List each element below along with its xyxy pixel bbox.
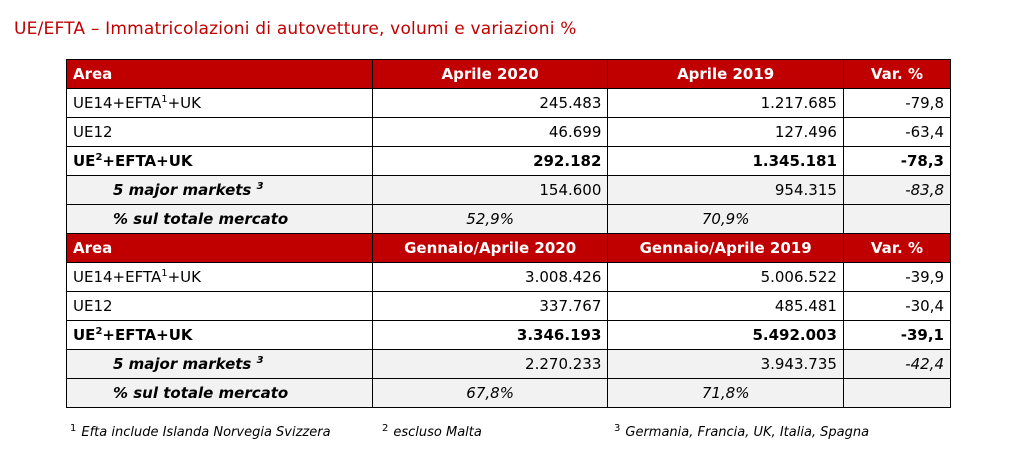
value-b: 1.345.181 (607, 146, 844, 176)
value-b: 5.006.522 (607, 262, 844, 292)
value-a: 67,8% (371, 378, 609, 408)
table-row-major-markets: 5 major markets 3 2.270.233 3.943.735 -4… (66, 349, 952, 379)
footnote-2: 2 escluso Malta (382, 422, 482, 440)
value-var: -83,8 (842, 175, 952, 205)
table-row: UE14+EFTA1+UK 245.483 1.217.685 -79,8 (66, 88, 952, 118)
header-row: Area Gennaio/Aprile 2020 Gennaio/Aprile … (66, 233, 952, 263)
value-a: 245.483 (371, 88, 609, 118)
area-label: 5 major markets 3 (66, 349, 373, 379)
value-var (842, 378, 952, 408)
value-var: -42,4 (842, 349, 952, 379)
header-area: Area (66, 59, 373, 89)
value-var: -78,3 (842, 146, 952, 176)
value-b: 954.315 (607, 175, 844, 205)
value-var: -39,9 (842, 262, 952, 292)
value-a: 3.008.426 (371, 262, 609, 292)
table-row-major-markets: 5 major markets 3 154.600 954.315 -83,8 (66, 175, 952, 205)
header-period-b: Aprile 2019 (607, 59, 844, 89)
table-row-total: UE2+EFTA+UK 3.346.193 5.492.003 -39,1 (66, 320, 952, 350)
value-var: -79,8 (842, 88, 952, 118)
area-label: 5 major markets 3 (66, 175, 373, 205)
table-row-share: % sul totale mercato 52,9% 70,9% (66, 204, 952, 234)
registrations-table: Area Aprile 2020 Aprile 2019 Var. % UE14… (66, 59, 952, 408)
value-a: 46.699 (371, 117, 609, 147)
value-b: 71,8% (607, 378, 844, 408)
footnote-1: 1 Efta include Islanda Norvegia Svizzera (70, 422, 331, 440)
page-title: UE/EFTA – Immatricolazioni di autovettur… (14, 19, 577, 39)
table-row-total: UE2+EFTA+UK 292.182 1.345.181 -78,3 (66, 146, 952, 176)
value-var (842, 204, 952, 234)
table-row: UE14+EFTA1+UK 3.008.426 5.006.522 -39,9 (66, 262, 952, 292)
value-b: 70,9% (607, 204, 844, 234)
area-label: UE2+EFTA+UK (66, 146, 373, 176)
area-label: UE12 (66, 291, 373, 321)
value-a: 337.767 (371, 291, 609, 321)
area-label: % sul totale mercato (66, 204, 373, 234)
table-row: UE12 46.699 127.496 -63,4 (66, 117, 952, 147)
value-a: 292.182 (371, 146, 609, 176)
value-b: 127.496 (607, 117, 844, 147)
header-period-a: Aprile 2020 (371, 59, 609, 89)
footnote-3: 3 Germania, Francia, UK, Italia, Spagna (614, 422, 870, 440)
area-label: UE12 (66, 117, 373, 147)
value-b: 5.492.003 (607, 320, 844, 350)
area-label: UE14+EFTA1+UK (66, 262, 373, 292)
value-b: 1.217.685 (607, 88, 844, 118)
header-period-b: Gennaio/Aprile 2019 (607, 233, 844, 263)
value-var: -30,4 (842, 291, 952, 321)
table-row: UE12 337.767 485.481 -30,4 (66, 291, 952, 321)
header-var: Var. % (842, 233, 952, 263)
table-row-share: % sul totale mercato 67,8% 71,8% (66, 378, 952, 408)
header-row: Area Aprile 2020 Aprile 2019 Var. % (66, 59, 952, 89)
area-label: % sul totale mercato (66, 378, 373, 408)
header-area: Area (66, 233, 373, 263)
header-period-a: Gennaio/Aprile 2020 (371, 233, 609, 263)
value-a: 2.270.233 (371, 349, 609, 379)
value-a: 52,9% (371, 204, 609, 234)
area-label: UE2+EFTA+UK (66, 320, 373, 350)
value-var: -39,1 (842, 320, 952, 350)
area-label: UE14+EFTA1+UK (66, 88, 373, 118)
value-a: 3.346.193 (371, 320, 609, 350)
value-var: -63,4 (842, 117, 952, 147)
header-var: Var. % (842, 59, 952, 89)
value-b: 485.481 (607, 291, 844, 321)
value-b: 3.943.735 (607, 349, 844, 379)
value-a: 154.600 (371, 175, 609, 205)
